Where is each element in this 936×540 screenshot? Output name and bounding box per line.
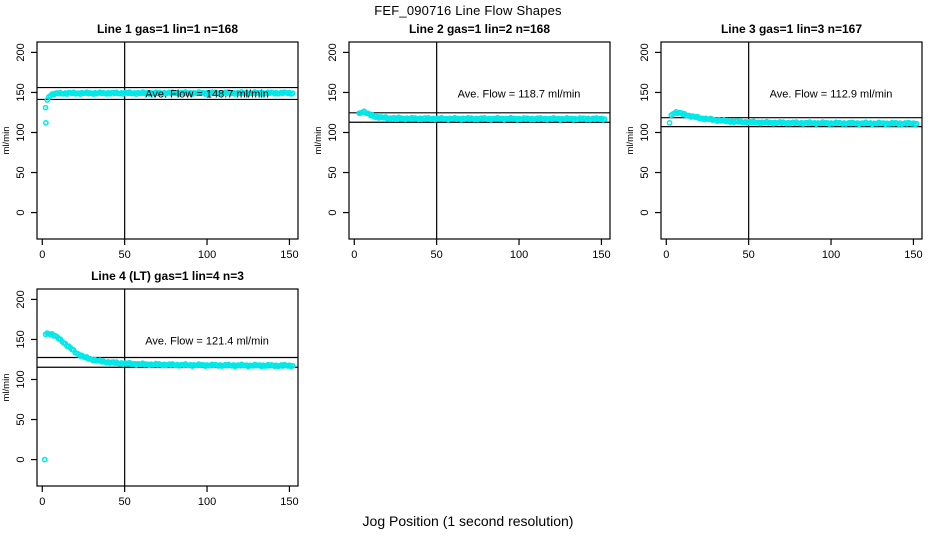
y-tick-label: 50 — [15, 413, 27, 425]
outlier-point — [666, 120, 673, 126]
ave-flow-annotation: Ave. Flow = 121.4 ml/min — [145, 335, 269, 347]
x-axis: 0 50 100 150 — [39, 486, 299, 508]
plot-box — [36, 288, 299, 487]
outlier-point — [42, 104, 49, 111]
y-tick-label: 50 — [639, 166, 651, 178]
x-axis: 0 50 100 150 — [39, 239, 299, 261]
x-axis: 0 50 100 150 — [351, 239, 611, 261]
figure-title: FEF_090716 Line Flow Shapes — [374, 3, 562, 18]
panel-line2-title: Line 2 gas=1 lin=2 n=168 — [408, 22, 551, 36]
data-point — [601, 116, 608, 122]
x-tick-label: 0 — [39, 496, 45, 508]
y-tick-label: 150 — [15, 330, 27, 348]
y-tick-label: 200 — [327, 43, 339, 61]
reference-lines — [37, 289, 298, 486]
ave-flow-annotation: Ave. Flow = 118.7 ml/min — [458, 88, 581, 100]
ave-flow-annotation: Ave. Flow = 148.7 ml/min — [145, 88, 269, 100]
flow-data-points — [42, 89, 296, 126]
reference-lines — [37, 42, 298, 239]
flow-data-points — [666, 109, 920, 128]
y-axis-unit-label: ml/min — [1, 374, 12, 402]
y-tick-label: 150 — [327, 83, 339, 101]
panel-line4: Line 4 (LT) gas=1 lin=4 n=3 0 50 100 150 0 50… — [0, 247, 312, 517]
x-tick-label: 50 — [119, 249, 131, 261]
x-tick-label: 100 — [198, 249, 216, 261]
y-tick-label: 150 — [639, 83, 651, 101]
y-tick-label: 100 — [639, 123, 651, 141]
panel-line2: Line 2 gas=1 lin=2 n=168 0 50 100 150 0 50 100… — [312, 0, 624, 270]
panel-line2-chart: 0 50 100 150 0 50 100 150 200 ml/min Ave. Flow = 1… — [313, 41, 611, 261]
y-tick-label: 0 — [15, 210, 27, 216]
x-tick-label: 100 — [198, 496, 216, 508]
y-axis: 0 50 100 150 200 ml/min — [313, 43, 349, 216]
panel-line4-title: Line 4 (LT) gas=1 lin=4 n=3 — [91, 269, 244, 283]
y-tick-label: 150 — [15, 83, 27, 101]
panel-line1: Line 1 gas=1 lin=1 n=168 0 50 100 150 0 50 100… — [0, 0, 312, 270]
y-axis-unit-label: ml/min — [313, 127, 324, 155]
x-tick-label: 100 — [822, 249, 840, 261]
x-tick-label: 0 — [663, 249, 669, 261]
panel-line1-title: Line 1 gas=1 lin=1 n=168 — [96, 22, 239, 36]
panel-line3-title: Line 3 gas=1 lin=3 n=167 — [720, 22, 863, 36]
x-tick-label: 50 — [119, 496, 131, 508]
x-axis: 0 50 100 150 — [663, 239, 923, 261]
x-axis-label: Jog Position (1 second resolution) — [362, 513, 574, 529]
panel-line1-chart: 0 50 100 150 0 50 100 150 200 ml/min Ave. Flow = 1… — [1, 41, 299, 261]
plot-box — [36, 41, 299, 240]
reference-lines — [349, 42, 610, 239]
x-tick-label: 0 — [39, 249, 45, 261]
y-tick-label: 100 — [327, 123, 339, 141]
y-tick-label: 200 — [639, 43, 651, 61]
reference-lines — [661, 42, 922, 239]
plot-box — [348, 41, 611, 240]
y-tick-label: 0 — [327, 210, 339, 216]
y-tick-label: 100 — [15, 123, 27, 141]
flow-data-points — [356, 108, 608, 123]
y-tick-label: 0 — [639, 210, 651, 216]
x-tick-label: 0 — [351, 249, 357, 261]
data-point — [289, 362, 296, 369]
y-tick-label: 100 — [15, 370, 27, 388]
y-tick-label: 200 — [15, 290, 27, 308]
data-point — [913, 120, 920, 127]
y-tick-label: 200 — [15, 43, 27, 61]
y-axis-unit-label: ml/min — [625, 127, 636, 155]
flow-data-points — [41, 330, 296, 463]
y-tick-label: 50 — [327, 166, 339, 178]
x-tick-label: 150 — [904, 249, 922, 261]
y-tick-label: 0 — [15, 457, 27, 463]
y-tick-label: 50 — [15, 166, 27, 178]
y-axis: 0 50 100 150 200 ml/min — [1, 290, 37, 463]
plot-box — [660, 41, 923, 240]
panel-line3: Line 3 gas=1 lin=3 n=167 0 50 100 150 0 50 100… — [624, 0, 936, 270]
y-axis-unit-label: ml/min — [1, 127, 12, 155]
x-tick-label: 50 — [431, 249, 443, 261]
x-tick-label: 150 — [280, 496, 298, 508]
ave-flow-annotation: Ave. Flow = 112.9 ml/min — [770, 88, 893, 100]
panel-line3-chart: 0 50 100 150 0 50 100 150 200 ml/min Ave. Flow = 1… — [625, 41, 923, 261]
x-tick-label: 150 — [280, 249, 298, 261]
outlier-point — [41, 456, 48, 463]
y-axis: 0 50 100 150 200 ml/min — [625, 43, 661, 216]
data-point — [289, 90, 296, 97]
y-axis: 0 50 100 150 200 ml/min — [1, 43, 37, 216]
panel-line4-chart: 0 50 100 150 0 50 100 150 200 ml/min Ave. Flow = 1… — [1, 288, 299, 508]
x-tick-label: 150 — [592, 249, 610, 261]
x-tick-label: 100 — [510, 249, 528, 261]
x-tick-label: 50 — [743, 249, 755, 261]
outlier-point — [43, 120, 49, 126]
